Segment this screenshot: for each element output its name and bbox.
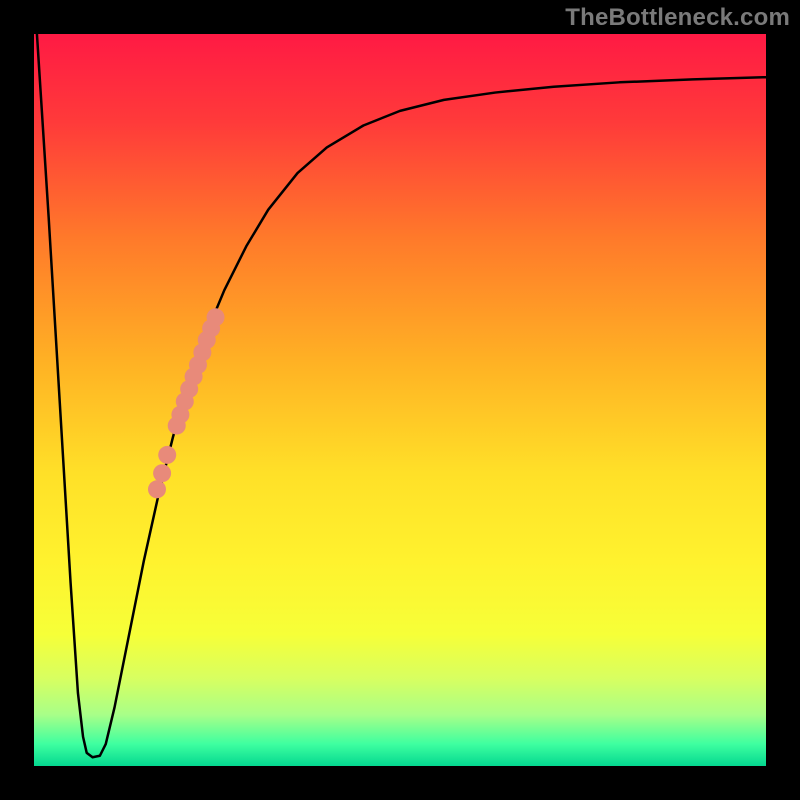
scatter-point: [207, 308, 225, 326]
bottleneck-chart: [0, 0, 800, 800]
plot-background: [34, 34, 766, 766]
plot-area: [34, 34, 766, 766]
figure-root: TheBottleneck.com: [0, 0, 800, 800]
scatter-point: [158, 446, 176, 464]
scatter-point: [153, 464, 171, 482]
scatter-point: [148, 480, 166, 498]
watermark-label: TheBottleneck.com: [565, 4, 790, 32]
